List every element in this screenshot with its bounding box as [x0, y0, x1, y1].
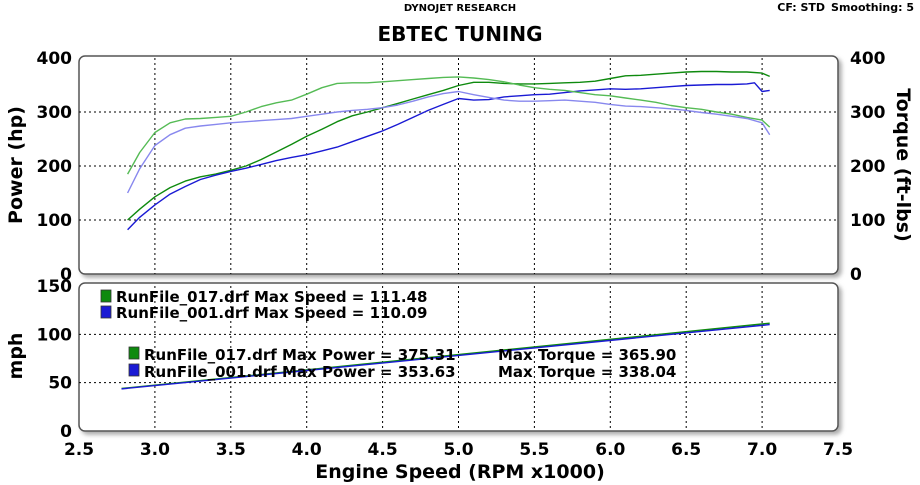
settings-readout: CF: STD Smoothing: 5 [771, 1, 914, 14]
smoothing-label: Smoothing: 5 [831, 1, 914, 14]
speed-axis-label: mph [5, 333, 27, 380]
speed-annotation-017: RunFile_017.drf Max Speed = 111.48 [116, 288, 427, 306]
torque-tick-label-2: 200 [850, 157, 886, 177]
power-tick-label-1: 100 [37, 211, 73, 231]
legend-swatch-001-speed [100, 305, 112, 319]
power-tick-label-0: 0 [60, 265, 72, 285]
power-tick-label-2: 200 [37, 157, 73, 177]
power-torque-series-1 [127, 82, 770, 231]
x-tick-label-4: 4.5 [368, 440, 398, 460]
power-axis-label: Power (hp) [5, 106, 27, 224]
torque-tick-label-3: 300 [850, 103, 886, 123]
x-tick-label-0: 2.5 [64, 440, 94, 460]
x-tick-label-2: 3.5 [216, 440, 246, 460]
speed-tick-label-2: 100 [37, 325, 73, 345]
power-annotation-017: RunFile_017.drf Max Power = 375.31 [144, 346, 456, 364]
torque-axis-label: Torque (ft-lbs) [892, 88, 914, 242]
speed-legend-001: RunFile_001.drf Max Speed = 110.09 [100, 304, 427, 322]
torque-tick-label-0: 0 [850, 265, 862, 285]
speed-annotation-001: RunFile_001.drf Max Speed = 110.09 [116, 304, 427, 322]
speed-tick-label-0: 0 [60, 422, 72, 442]
power-legend-001: RunFile_001.drf Max Power = 353.63 Max T… [128, 363, 676, 381]
tick-labels: 2.5 3.0 3.5 4.0 4.5 5.0 5.5 6.0 6.5 7.0 7.5 0 100 200… [37, 49, 886, 460]
legend-swatch-017-speed [100, 289, 112, 303]
power-annotation-001: RunFile_001.drf Max Power = 353.63 [144, 363, 456, 381]
legend-swatch-001-power [128, 363, 140, 377]
x-tick-label-1: 3.0 [140, 440, 170, 460]
x-tick-label-3: 4.0 [292, 440, 322, 460]
speed-legend-017: RunFile_017.drf Max Speed = 111.48 [100, 288, 427, 306]
power-torque-series-0 [127, 70, 770, 221]
x-tick-label-5: 5.0 [443, 440, 473, 460]
x-tick-label-9: 7.0 [747, 440, 777, 460]
chart-title: EBTEC TUNING [377, 22, 543, 46]
torque-annotation-001: Max Torque = 338.04 [498, 363, 676, 381]
speed-series-1 [121, 323, 770, 390]
power-torque-series-3 [126, 90, 771, 194]
company-label: DYNOJET RESEARCH [403, 3, 517, 14]
x-tick-label-7: 6.0 [595, 440, 625, 460]
rpm-axis-label: Engine Speed (RPM x1000) [315, 461, 605, 483]
x-tick-label-8: 6.5 [671, 440, 701, 460]
legend-swatch-017-power [128, 346, 140, 360]
torque-annotation-017: Max Torque = 365.90 [498, 346, 676, 364]
x-tick-label-6: 5.5 [519, 440, 549, 460]
cf-label: CF: STD [777, 1, 826, 14]
power-legend-017: RunFile_017.drf Max Power = 375.31 Max T… [128, 346, 676, 364]
x-tick-label-10: 7.5 [823, 440, 853, 460]
power-tick-label-4: 400 [37, 49, 73, 69]
series-lines [121, 70, 771, 390]
speed-tick-label-1: 50 [48, 374, 72, 394]
power-tick-label-3: 300 [37, 103, 73, 123]
grid-lines [79, 58, 838, 431]
torque-tick-label-1: 100 [850, 211, 886, 231]
power-torque-series-2 [126, 76, 771, 175]
torque-tick-label-4: 400 [850, 49, 886, 69]
speed-tick-label-3: 150 [37, 277, 73, 297]
